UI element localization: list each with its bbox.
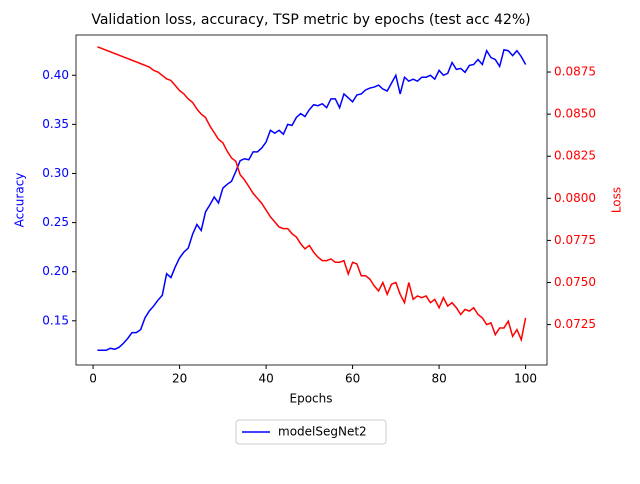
y-tick-label: 0.20 (42, 264, 69, 278)
y2-axis-label: Loss (610, 187, 624, 213)
y2-tick-label: 0.0775 (554, 233, 596, 247)
y-tick-label: 0.25 (42, 215, 69, 229)
y2-tick-label: 0.0875 (554, 65, 596, 79)
y-tick-label: 0.15 (42, 313, 69, 327)
series-line (97, 46, 527, 343)
y2-tick-label: 0.0850 (554, 107, 596, 121)
x-tick-label: 20 (172, 372, 187, 386)
x-axis-label: Epochs (290, 392, 333, 406)
y-tick-label: 0.30 (42, 166, 69, 180)
y-tick-label: 0.35 (42, 117, 69, 131)
y2-tick-label: 0.0825 (554, 149, 596, 163)
legend-label: modelSegNet2 (278, 425, 367, 439)
x-tick-label: 80 (431, 372, 446, 386)
y-axis-label: Accuracy (13, 173, 27, 228)
y-tick-label: 0.40 (42, 68, 69, 82)
y2-tick-label: 0.0750 (554, 275, 596, 289)
y2-tick-label: 0.0800 (554, 191, 596, 205)
y2-tick-label: 0.0725 (554, 317, 596, 331)
legend-box (235, 419, 387, 445)
x-tick-label: 60 (345, 372, 360, 386)
series-line (97, 48, 527, 352)
x-tick-label: 40 (258, 372, 273, 386)
plot-frame (75, 34, 548, 366)
x-tick-label: 100 (514, 372, 537, 386)
x-tick-label: 0 (89, 372, 97, 386)
chart-title: Validation loss, accuracy, TSP metric by… (91, 12, 530, 28)
